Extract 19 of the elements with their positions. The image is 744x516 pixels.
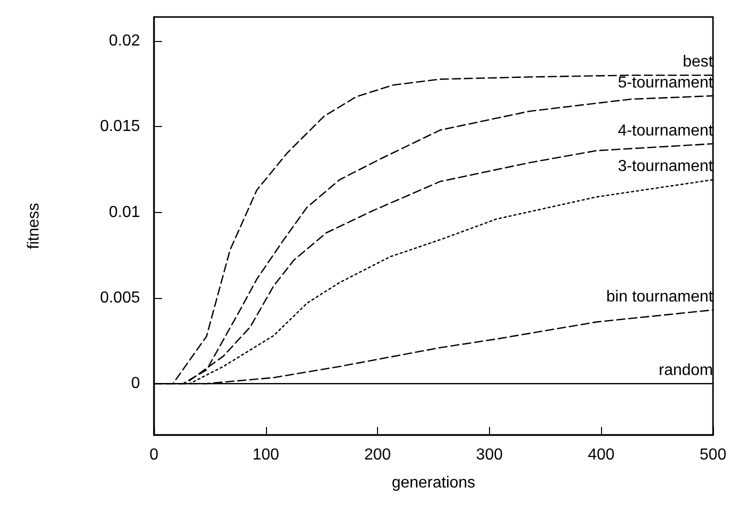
x-tick-label: 300 bbox=[476, 446, 503, 464]
x-tick-label: 500 bbox=[700, 446, 726, 464]
y-tick-label: 0 bbox=[131, 375, 140, 392]
series-label: random bbox=[658, 362, 713, 380]
series-label: bin tournament bbox=[606, 288, 714, 306]
y-tick-label: 0.02 bbox=[108, 32, 140, 50]
y-axis-title: fitness bbox=[26, 202, 42, 250]
x-tick-label: 400 bbox=[588, 446, 615, 464]
x-axis-title: generations bbox=[392, 474, 476, 492]
x-tick-label: 200 bbox=[364, 446, 392, 464]
series-label: 4-tournament bbox=[618, 122, 714, 140]
x-tick-label: 100 bbox=[252, 446, 280, 464]
series-label: best bbox=[682, 54, 714, 71]
series-label: 3-tournament bbox=[618, 158, 714, 176]
y-tick-label: 0.005 bbox=[100, 289, 140, 306]
x-tick-label: 0 bbox=[150, 446, 159, 464]
y-tick-label: 0.015 bbox=[100, 118, 140, 136]
y-tick-label: 0.01 bbox=[108, 204, 140, 221]
series-label: 5-tournament bbox=[618, 74, 714, 92]
